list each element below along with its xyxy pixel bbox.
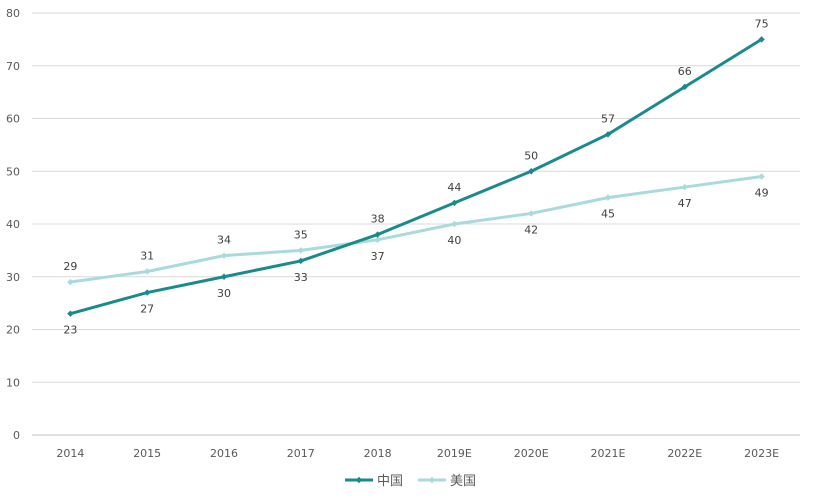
data-point-marker: [374, 236, 381, 244]
data-point-marker: [528, 210, 535, 217]
legend-label: 美国: [450, 474, 476, 489]
data-point-marker: [604, 131, 612, 138]
data-label: 42: [524, 223, 538, 236]
y-tick-label: 10: [6, 376, 20, 389]
data-label: 35: [294, 228, 308, 241]
y-tick-label: 70: [6, 60, 20, 73]
data-point-marker: [758, 173, 765, 180]
data-labels: 23 27 30 33 38 44 50 57 66 75 29 31 34 35 37 40 42 45 47 49: [63, 17, 768, 336]
y-tick-label: 40: [6, 218, 20, 231]
data-label: 75: [755, 17, 769, 30]
x-tick-label: 2022E: [667, 447, 702, 460]
data-label: 45: [601, 208, 615, 221]
data-point-marker: [681, 183, 688, 191]
legend-marker: [355, 476, 363, 484]
data-label: 30: [217, 287, 231, 300]
data-point-marker: [67, 278, 74, 286]
x-tick-label: 2021E: [591, 447, 626, 460]
data-point-marker: [528, 168, 535, 175]
legend-item: 中国: [345, 474, 403, 489]
data-point-marker: [758, 36, 765, 43]
data-label: 57: [601, 112, 615, 125]
y-tick-label: 30: [6, 271, 20, 284]
data-label: 50: [524, 149, 538, 162]
data-point-marker: [374, 231, 381, 238]
series: [67, 36, 765, 317]
data-label: 66: [678, 65, 692, 78]
data-label: 31: [140, 249, 154, 262]
data-label: 27: [140, 303, 154, 316]
data-point-marker: [67, 310, 74, 317]
data-point-marker: [220, 273, 228, 280]
series-line: [68, 175, 764, 284]
legend: 中国 美国: [345, 474, 476, 489]
data-label: 44: [447, 181, 461, 194]
data-point-marker: [144, 268, 151, 275]
x-tick-label: 2015: [133, 447, 161, 460]
data-label: 37: [371, 250, 385, 263]
x-tick-label: 2016: [210, 447, 238, 460]
data-label: 29: [63, 260, 77, 273]
data-point-marker: [220, 252, 228, 259]
y-tick-label: 0: [13, 429, 20, 442]
data-label: 33: [294, 271, 308, 284]
x-tick-label: 2014: [56, 447, 84, 460]
data-point-marker: [297, 247, 304, 254]
axes: 0 10 20 30 40 50 60 70 80 2014 2015 2016 2017 2018 201…: [6, 7, 800, 460]
data-point-marker: [681, 83, 688, 91]
y-tick-label: 80: [6, 7, 20, 20]
data-point-marker: [451, 220, 458, 228]
x-tick-label: 2023E: [744, 447, 779, 460]
series-line: [68, 37, 764, 316]
data-point-marker: [144, 289, 151, 296]
data-label: 47: [678, 197, 692, 210]
y-tick-label: 50: [6, 165, 20, 178]
legend-marker: [428, 476, 436, 484]
x-tick-label: 2017: [287, 447, 315, 460]
data-point-marker: [604, 194, 612, 201]
data-point-marker: [451, 199, 458, 207]
x-tick-label: 2018: [364, 447, 392, 460]
x-tick-label: 2020E: [514, 447, 549, 460]
data-label: 38: [371, 213, 385, 226]
data-label: 49: [755, 187, 769, 200]
data-label: 23: [63, 324, 77, 337]
gridlines: [32, 12, 800, 383]
data-point-marker: [297, 257, 304, 265]
data-label: 34: [217, 234, 231, 247]
y-tick-label: 20: [6, 324, 20, 337]
data-label: 40: [447, 234, 461, 247]
y-tick-label: 60: [6, 113, 20, 126]
legend-item: 美国: [418, 474, 476, 489]
legend-label: 中国: [377, 474, 403, 489]
x-tick-label: 2019E: [437, 447, 472, 460]
